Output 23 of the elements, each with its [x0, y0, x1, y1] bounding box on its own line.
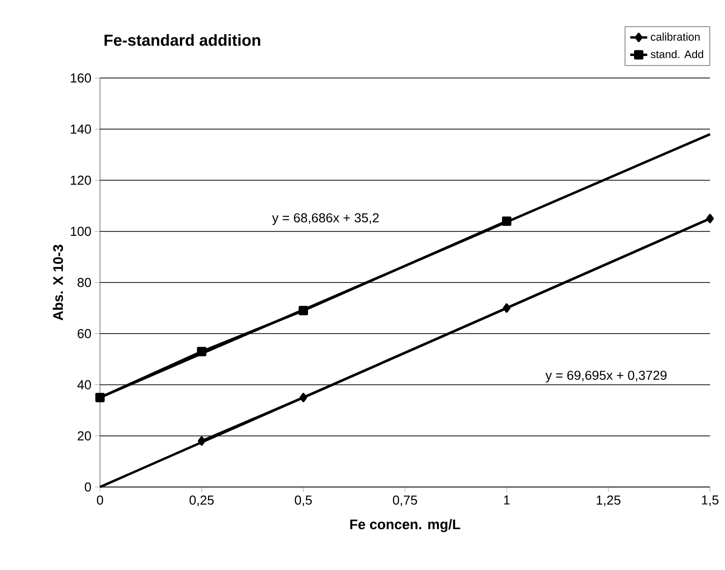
legend-label: stand. Add — [650, 50, 704, 58]
annotation: y = 69,695x + 0,3729 — [545, 370, 667, 382]
y-axis-title: Abs. X 10-3 — [52, 244, 64, 320]
y-tick-label: 20 — [78, 431, 91, 440]
y-tick-label: 120 — [70, 176, 91, 185]
y-tick-label: 80 — [78, 278, 91, 288]
y-tick-label: 100 — [70, 226, 91, 236]
y-tick-label: 40 — [77, 380, 91, 390]
chart-title: Fe-standard addition — [104, 34, 260, 46]
y-tick-label: 140 — [70, 124, 91, 134]
y-tick-label: 0 — [84, 482, 91, 492]
x-tick-label: 1,5 — [702, 496, 718, 506]
y-tick-label: 60 — [78, 329, 91, 338]
x-tick-label: 1 — [504, 496, 510, 504]
x-axis-title: Fe concen. mg/L — [350, 519, 460, 532]
x-tick-label: 1,25 — [596, 496, 620, 506]
annotation: y = 68,686x + 35,2 — [272, 213, 379, 225]
y-tick-label: 160 — [70, 73, 91, 83]
x-tick-label: 0 — [96, 496, 104, 505]
x-tick-label: 0,5 — [294, 496, 312, 506]
x-tick-label: 0,75 — [392, 496, 418, 506]
x-tick-label: 0,25 — [190, 496, 214, 506]
legend-label: calibration — [650, 32, 700, 41]
